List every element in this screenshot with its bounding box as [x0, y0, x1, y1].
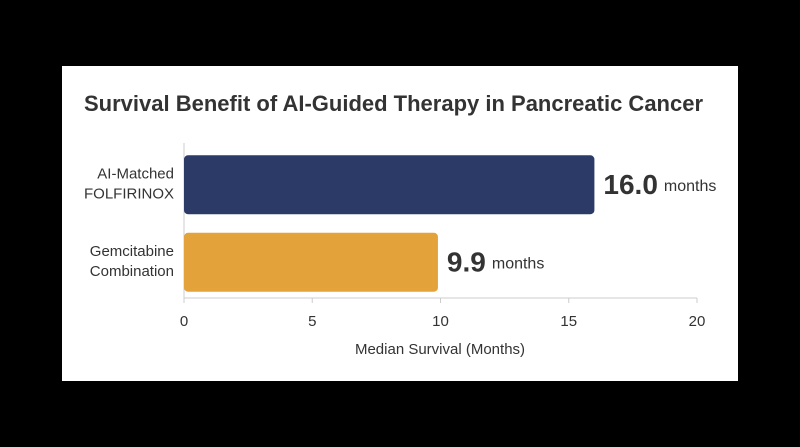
y-tick-label: Gemcitabine	[90, 243, 174, 260]
x-tick-label: 5	[308, 313, 316, 330]
value-label: 9.9 months	[447, 247, 544, 278]
y-tick-label: FOLFIRINOX	[84, 186, 174, 203]
y-tick-label: AI-Matched	[97, 166, 174, 183]
y-tick-label: Combination	[90, 263, 174, 280]
value-unit: months	[664, 178, 716, 195]
x-tick-label: 10	[432, 313, 449, 330]
x-tick-label: 15	[560, 313, 577, 330]
x-tick-label: 0	[180, 313, 188, 330]
card	[62, 66, 738, 381]
value-number: 16.0	[603, 169, 658, 200]
chart-title: Survival Benefit of AI-Guided Therapy in…	[84, 91, 703, 116]
x-axis-label: Median Survival (Months)	[355, 341, 525, 358]
value-unit: months	[492, 255, 544, 272]
bar	[184, 155, 595, 215]
value-label: 16.0 months	[603, 169, 716, 200]
x-tick-label: 20	[689, 313, 706, 330]
value-number: 9.9	[447, 247, 486, 278]
bar	[184, 232, 438, 292]
